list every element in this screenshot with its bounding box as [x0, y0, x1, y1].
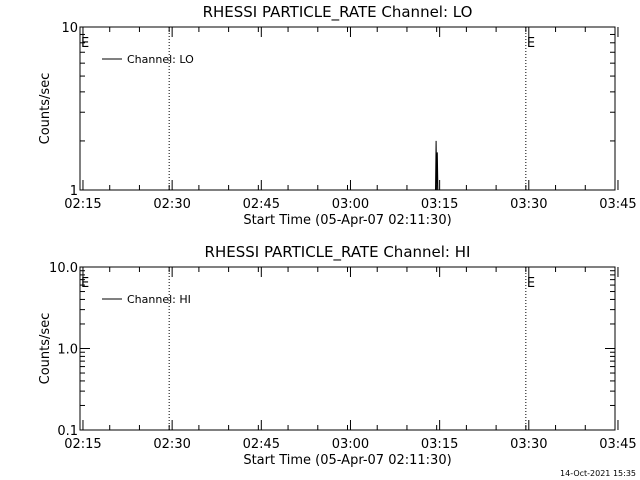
- chart-hi-x-tick-label: 02:30: [153, 437, 190, 452]
- chart-lo-x-tick-label: 02:30: [153, 197, 190, 212]
- chart-hi-title: RHESSI PARTICLE_RATE Channel: HI: [205, 243, 471, 262]
- chart-lo-y-tick-label: 10: [61, 21, 78, 36]
- chart-lo-y-axis-label: Counts/sec: [38, 73, 53, 145]
- chart-lo-series-line: [434, 140, 439, 191]
- chart-hi-y-tick-label: 10.0: [49, 261, 78, 276]
- chart-hi-legend-label: Channel: HI: [127, 293, 191, 306]
- chart-hi-y-axis-label: Counts/sec: [38, 313, 53, 385]
- chart-hi-plot-frame: [79, 266, 616, 431]
- chart-lo-event-marker-label: E: [81, 36, 89, 51]
- chart-lo-x-tick-label: 03:45: [599, 197, 636, 212]
- chart-hi-event-marker-label: E: [81, 276, 89, 291]
- chart-lo-x-tick-label: 03:15: [421, 197, 458, 212]
- chart-lo-x-axis-label: Start Time (05-Apr-07 02:11:30): [243, 213, 451, 228]
- chart-hi-event-marker-label: E: [527, 276, 535, 291]
- chart-lo-title: RHESSI PARTICLE_RATE Channel: LO: [203, 3, 473, 22]
- chart-lo-legend-label: Channel: LO: [127, 53, 194, 66]
- footer-timestamp: 14-Oct-2021 15:35: [560, 469, 636, 478]
- chart-hi-x-axis-label: Start Time (05-Apr-07 02:11:30): [243, 453, 451, 468]
- chart-lo-event-marker-label: E: [527, 36, 535, 51]
- chart-hi-x-tick-label: 03:00: [332, 437, 369, 452]
- chart-hi-y-tick-label: 1.0: [57, 343, 78, 358]
- chart-hi-y-tick-label: 0.1: [57, 424, 78, 439]
- chart-lo-x-tick-label: 03:30: [510, 197, 547, 212]
- chart-lo-x-tick-label: 02:45: [243, 197, 280, 212]
- chart-hi-x-tick-label: 02:15: [64, 437, 101, 452]
- chart-hi-x-tick-label: 02:45: [243, 437, 280, 452]
- chart-hi-x-tick-label: 03:45: [599, 437, 636, 452]
- chart-lo-y-tick-label: 1: [70, 184, 78, 199]
- chart-lo-x-tick-label: 02:15: [64, 197, 101, 212]
- chart-lo-x-tick-label: 03:00: [332, 197, 369, 212]
- chart-lo-plot-frame: [79, 26, 616, 191]
- chart-hi-x-tick-label: 03:30: [510, 437, 547, 452]
- chart-hi-x-tick-label: 03:15: [421, 437, 458, 452]
